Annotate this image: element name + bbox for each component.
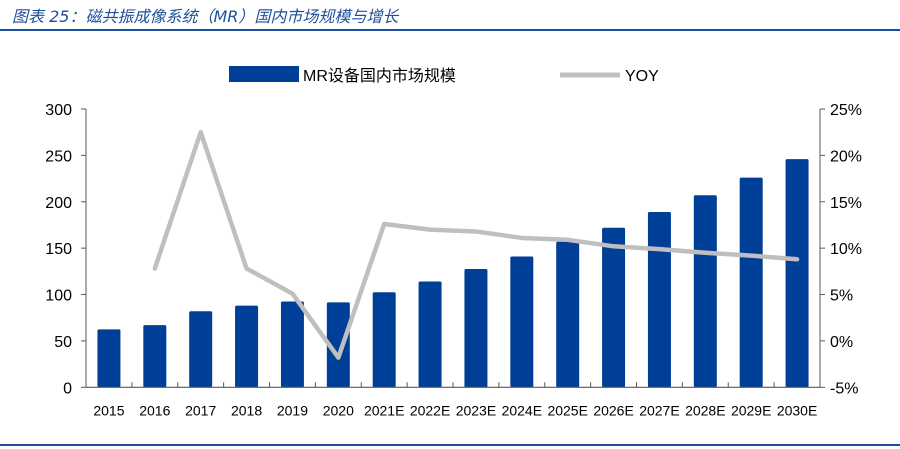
- bar-2015: [97, 329, 121, 388]
- bar-2017: [189, 311, 213, 388]
- bar-2025E: [556, 241, 580, 388]
- bar-2018: [235, 305, 259, 388]
- legend-bar-swatch: [229, 66, 299, 82]
- bar-2028E: [693, 195, 717, 388]
- bar-2029E: [739, 177, 763, 388]
- bar-2022E: [418, 281, 442, 388]
- x-tick-label: 2026E: [593, 402, 633, 418]
- x-tick-label: 2020: [323, 402, 354, 418]
- bar-2030E: [785, 159, 809, 388]
- right-tick-label: 5%: [830, 288, 853, 305]
- left-tick-label: 250: [45, 148, 72, 165]
- x-tick-label: 2016: [139, 402, 170, 418]
- bar-2024E: [510, 256, 534, 388]
- right-tick-label: -5%: [830, 380, 858, 397]
- bar-2020: [326, 302, 350, 388]
- bottom-rule: [0, 444, 900, 446]
- bar-2023E: [464, 269, 488, 388]
- x-tick-label: 2021E: [364, 402, 404, 418]
- left-tick-label: 300: [45, 102, 72, 119]
- left-tick-label: 150: [45, 241, 72, 258]
- x-tick-label: 2029E: [731, 402, 771, 418]
- figure-title: 图表 25：磁共振成像系统（MR）国内市场规模与增长: [12, 7, 399, 26]
- bar-2027E: [647, 211, 671, 388]
- x-tick-label: 2017: [185, 402, 216, 418]
- left-tick-label: 200: [45, 195, 72, 212]
- x-tick-label: 2024E: [502, 402, 542, 418]
- right-tick-label: 15%: [830, 195, 862, 212]
- top-rule: [0, 29, 900, 31]
- x-tick-label: 2018: [231, 402, 262, 418]
- right-tick-label: 20%: [830, 148, 862, 165]
- legend-bar-label: MR设备国内市场规模: [303, 67, 456, 85]
- x-tick-label: 2030E: [777, 402, 817, 418]
- right-tick-label: 25%: [830, 102, 862, 119]
- bar-2019: [280, 301, 304, 388]
- x-tick-label: 2028E: [685, 402, 725, 418]
- x-tick-label: 2015: [93, 402, 124, 418]
- left-tick-label: 100: [45, 288, 72, 305]
- bar-2021E: [372, 292, 396, 388]
- x-tick-label: 2025E: [547, 402, 587, 418]
- left-tick-label: 50: [54, 334, 72, 351]
- yoy-line: [152, 129, 800, 360]
- x-tick-label: 2019: [277, 402, 308, 418]
- bar-2026E: [602, 227, 626, 388]
- x-tick-label: 2023E: [456, 402, 496, 418]
- right-tick-label: 0%: [830, 334, 853, 351]
- x-tick-label: 2027E: [639, 402, 679, 418]
- right-tick-label: 10%: [830, 241, 862, 258]
- legend-line-label: YOY: [625, 68, 659, 85]
- x-tick-label: 2022E: [410, 402, 450, 418]
- bar-2016: [143, 325, 167, 388]
- left-tick-label: 0: [63, 380, 72, 397]
